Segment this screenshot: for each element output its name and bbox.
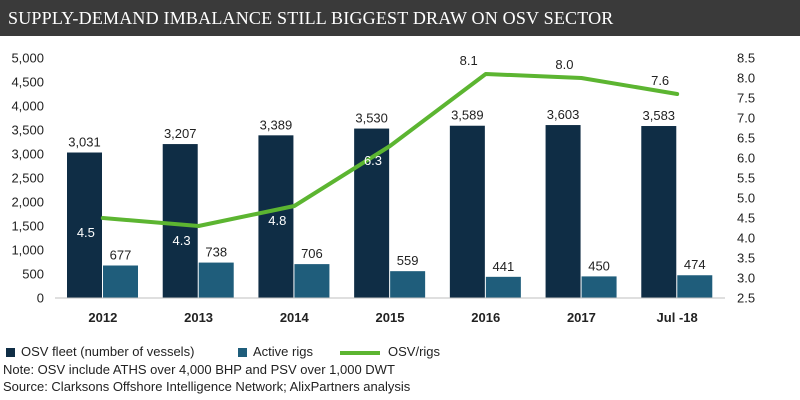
bars bbox=[67, 125, 713, 299]
legend-item-rigs: Active rigs bbox=[238, 344, 313, 359]
rigs-value-label: 677 bbox=[110, 248, 132, 263]
ratio-value-label: 6.3 bbox=[364, 153, 382, 168]
left-tick-label: 0 bbox=[37, 291, 44, 306]
ratio-line bbox=[100, 72, 680, 228]
right-tick-label: 5.0 bbox=[737, 191, 755, 206]
fleet-value-label: 3,031 bbox=[68, 135, 101, 150]
right-tick-label: 4.5 bbox=[737, 211, 755, 226]
bar-active-rigs bbox=[581, 276, 617, 298]
bar-fleet bbox=[545, 125, 581, 298]
ratio-value-label: 4.8 bbox=[268, 213, 286, 228]
category-label: 2015 bbox=[376, 310, 405, 325]
data-labels: 3,031 677 3,207 738 3,389 706 3,530 559 3,589 441… bbox=[68, 107, 705, 274]
note: Note: OSV include ATHS over 4,000 BHP an… bbox=[3, 362, 395, 377]
fleet-value-label: 3,389 bbox=[260, 117, 293, 132]
left-tick-label: 3,500 bbox=[11, 123, 44, 138]
right-tick-label: 3.0 bbox=[737, 271, 755, 286]
ratio-value-label: 8.0 bbox=[555, 57, 573, 72]
fleet-value-label: 3,530 bbox=[355, 111, 388, 126]
legend-swatch-rigs bbox=[238, 348, 247, 358]
legend-label-rigs: Active rigs bbox=[253, 344, 313, 359]
chart-title: SUPPLY-DEMAND IMBALANCE STILL BIGGEST DR… bbox=[8, 8, 614, 28]
rigs-value-label: 474 bbox=[684, 257, 706, 272]
rigs-value-label: 450 bbox=[588, 258, 610, 273]
category-label: 2014 bbox=[280, 310, 310, 325]
right-tick-label: 7.0 bbox=[737, 111, 755, 126]
left-tick-label: 2,000 bbox=[11, 195, 44, 210]
bar-fleet bbox=[67, 152, 102, 298]
left-tick-label: 2,500 bbox=[11, 171, 44, 186]
right-tick-label: 6.0 bbox=[737, 151, 755, 166]
left-tick-label: 1,500 bbox=[11, 219, 44, 234]
chart: 0 500 1,000 1,500 2,000 2,500 3,000 3,500 4,000 4… bbox=[11, 51, 755, 326]
right-tick-label: 8.5 bbox=[737, 51, 755, 66]
legend: OSV fleet (number of vessels) Active rig… bbox=[0, 344, 800, 362]
right-tick-label: 6.5 bbox=[737, 131, 755, 146]
ratio-value-label: 4.5 bbox=[77, 225, 95, 240]
fleet-value-label: 3,603 bbox=[547, 107, 580, 122]
bar-active-rigs bbox=[103, 265, 138, 298]
bar-fleet bbox=[449, 125, 485, 298]
fleet-value-label: 3,207 bbox=[164, 126, 197, 141]
bar-fleet bbox=[162, 144, 198, 298]
category-label: 2016 bbox=[471, 310, 500, 325]
bar-active-rigs bbox=[198, 262, 234, 298]
left-tick-label: 500 bbox=[22, 267, 44, 282]
ratio-value-label: 4.3 bbox=[173, 233, 191, 248]
right-tick-label: 5.5 bbox=[737, 171, 755, 186]
right-tick-label: 3.5 bbox=[737, 251, 755, 266]
category-label: 2013 bbox=[184, 310, 213, 325]
bar-fleet bbox=[258, 135, 294, 298]
right-tick-label: 2.5 bbox=[737, 291, 755, 306]
bar-fleet bbox=[641, 126, 677, 299]
category-label: 2012 bbox=[88, 310, 117, 325]
legend-swatch-ratio bbox=[340, 350, 380, 355]
legend-item-ratio: OSV/rigs bbox=[340, 344, 440, 359]
left-tick-label: 4,000 bbox=[11, 99, 44, 114]
fleet-value-label: 3,589 bbox=[451, 108, 484, 123]
ratio-value-label: 7.6 bbox=[651, 73, 669, 88]
right-axis: 2.5 3.0 3.5 4.0 4.5 5.0 5.5 6.0 6.5 7.0 7.5 8.0 8.5 bbox=[737, 51, 755, 306]
source: Source: Clarksons Offshore Intelligence … bbox=[3, 379, 411, 394]
legend-swatch-fleet bbox=[6, 348, 15, 358]
category-label: 2017 bbox=[567, 310, 596, 325]
bar-active-rigs bbox=[294, 264, 330, 298]
left-axis: 0 500 1,000 1,500 2,000 2,500 3,000 3,500 4,000 4… bbox=[11, 51, 44, 306]
rigs-value-label: 441 bbox=[493, 259, 515, 274]
right-tick-label: 8.0 bbox=[737, 71, 755, 86]
left-tick-label: 3,000 bbox=[11, 147, 44, 162]
legend-label-ratio: OSV/rigs bbox=[388, 344, 441, 359]
bar-active-rigs bbox=[677, 275, 713, 298]
title-bar: SUPPLY-DEMAND IMBALANCE STILL BIGGEST DR… bbox=[0, 0, 800, 36]
rigs-value-label: 706 bbox=[301, 246, 323, 261]
bar-active-rigs bbox=[390, 271, 426, 298]
right-tick-label: 7.5 bbox=[737, 91, 755, 106]
bar-active-rigs bbox=[485, 276, 521, 298]
legend-item-fleet: OSV fleet (number of vessels) bbox=[6, 344, 194, 359]
ratio-line-group: 4.5 4.3 4.8 6.3 8.1 8.0 7.6 bbox=[77, 53, 680, 248]
rigs-value-label: 738 bbox=[205, 245, 227, 260]
fleet-value-label: 3,583 bbox=[643, 108, 676, 123]
legend-label-fleet: OSV fleet (number of vessels) bbox=[21, 344, 195, 359]
ratio-value-label: 8.1 bbox=[460, 53, 478, 68]
category-label: Jul -18 bbox=[657, 310, 698, 325]
right-tick-label: 4.0 bbox=[737, 231, 755, 246]
left-tick-label: 4,500 bbox=[11, 75, 44, 90]
category-axis: 2012 2013 2014 2015 2016 2017 Jul -18 bbox=[88, 310, 697, 325]
left-tick-label: 1,000 bbox=[11, 243, 44, 258]
left-tick-label: 5,000 bbox=[11, 51, 44, 66]
rigs-value-label: 559 bbox=[397, 253, 419, 268]
